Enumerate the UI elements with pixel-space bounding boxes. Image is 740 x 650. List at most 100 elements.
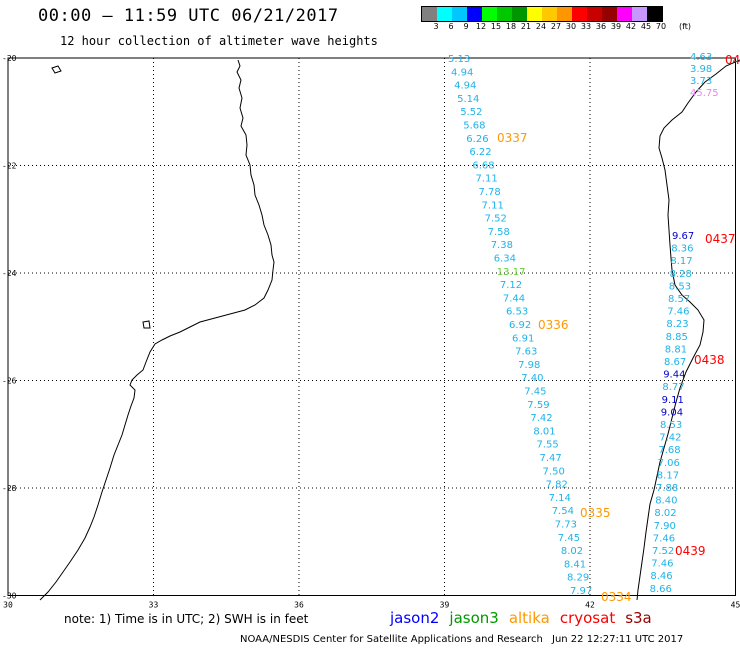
bazaruto-island xyxy=(51,65,62,74)
wave-height-value: 7.97 xyxy=(570,586,592,597)
map-title: 00:00 – 11:59 UTC 06/21/2017 xyxy=(38,6,339,26)
wave-height-value: 7.46 xyxy=(651,559,673,570)
coastline xyxy=(39,59,740,601)
legend-label: 30 xyxy=(565,22,577,31)
legend-label: 36 xyxy=(595,22,607,31)
wave-height-value: 5.52 xyxy=(460,107,482,118)
wave-height-value: 8.67 xyxy=(664,357,686,368)
legend-swatch xyxy=(647,7,662,21)
legend-label: 24 xyxy=(535,22,547,31)
wave-height-value: 7.59 xyxy=(527,400,549,411)
wave-height-value: 3.98 xyxy=(690,64,712,75)
wave-height-value: 7.55 xyxy=(536,440,558,451)
wave-height-value: 8.40 xyxy=(655,496,677,507)
wave-height-value: 9.04 xyxy=(661,407,683,418)
wave-height-value: 7.52 xyxy=(485,214,507,225)
track-time-label: 0335 xyxy=(580,506,611,520)
track-time-label: 0336 xyxy=(538,318,569,332)
wave-height-value: 7.78 xyxy=(479,187,501,198)
legend-swatch xyxy=(542,7,557,21)
track-times: 0337 0336 0335 0334 04 0437 0438 0439 xyxy=(497,53,740,604)
legend-label: 39 xyxy=(610,22,622,31)
wave-height-value: 6.92 xyxy=(509,320,531,331)
wave-height-value: 7.45 xyxy=(558,533,580,544)
wave-height-value: 4.94 xyxy=(451,67,473,78)
legend-swatch xyxy=(512,7,527,21)
wave-height-value: 7.46 xyxy=(667,307,689,318)
wave-height-value: 8.23 xyxy=(666,319,688,330)
legend-label: 27 xyxy=(550,22,562,31)
wave-height-value: 9.44 xyxy=(663,370,685,381)
satellite-legend: jason2 jason3 altika cryosat s3a xyxy=(390,609,662,627)
track-time-label: 0439 xyxy=(675,544,706,558)
wave-height-value: 6.34 xyxy=(494,254,516,265)
track-time-label: 0334 xyxy=(601,590,632,604)
latitude-label: -30 xyxy=(2,592,17,601)
satellite-name: altika xyxy=(508,609,550,627)
map-frame xyxy=(7,57,736,596)
wave-height-value: 5.13 xyxy=(448,54,470,65)
legend-label: 9 xyxy=(463,22,469,31)
wave-height-value: 6.91 xyxy=(512,333,534,344)
legend-label: 33 xyxy=(580,22,592,31)
wave-height-value: 7.11 xyxy=(482,200,504,211)
color-legend xyxy=(421,6,663,22)
legend-swatch xyxy=(482,7,497,21)
footnote: note: 1) Time is in UTC; 2) SWH is in fe… xyxy=(64,612,309,626)
wave-height-value: 6.53 xyxy=(506,307,528,318)
wave-height-value: 8.46 xyxy=(650,571,672,582)
wave-height-value: 7.63 xyxy=(515,347,537,358)
wave-height-value: 6.26 xyxy=(466,134,488,145)
latitude-label: -26 xyxy=(2,377,17,386)
legend-swatch xyxy=(497,7,512,21)
legend-label: 15 xyxy=(490,22,502,31)
wave-height-value: 8.02 xyxy=(561,546,583,557)
wave-height-value: 9.11 xyxy=(662,395,684,406)
latitude-label: -22 xyxy=(2,162,17,171)
wave-height-value: 7.82 xyxy=(546,480,568,491)
wave-height-value: 45.75 xyxy=(690,88,719,99)
wave-height-value: 7.50 xyxy=(543,466,565,477)
satellite-name: cryosat xyxy=(559,609,616,627)
wave-height-value: 7.54 xyxy=(552,506,574,517)
wave-height-value: 6.22 xyxy=(469,147,491,158)
legend-swatch xyxy=(422,7,437,21)
wave-height-value: 7.90 xyxy=(654,521,676,532)
legend-swatch xyxy=(557,7,572,21)
legend-label: 45 xyxy=(640,22,652,31)
wave-height-value: 7.47 xyxy=(540,453,562,464)
wave-height-tracks: 5.13 4.94 4.94 5.14 5.52 5.68 6.26 6.22 6.68 7.11… xyxy=(448,52,719,597)
latitude-label: -24 xyxy=(2,269,17,278)
wave-height-value: 8.02 xyxy=(654,508,676,519)
wave-height-value: 6.68 xyxy=(472,160,494,171)
madagascar-coastline xyxy=(636,59,740,601)
legend-swatch xyxy=(632,7,647,21)
wave-height-value: 5.68 xyxy=(463,121,485,132)
legend-unit: (ft) xyxy=(678,22,692,31)
credit-line: NOAA/NESDIS Center for Satellite Applica… xyxy=(240,634,543,645)
wave-height-value: 7.45 xyxy=(524,387,546,398)
wave-height-value: 8.66 xyxy=(650,584,672,595)
latitude-label: -20 xyxy=(2,54,17,63)
wave-height-value: 7.40 xyxy=(521,373,543,384)
longitude-label: 42 xyxy=(585,601,595,610)
legend-swatch xyxy=(452,7,467,21)
latitude-label: -28 xyxy=(2,484,17,493)
wave-height-value: 8.53 xyxy=(669,281,691,292)
wave-height-value: 5.14 xyxy=(457,94,479,105)
legend-swatch xyxy=(617,7,632,21)
wave-height-value: 7.52 xyxy=(652,546,674,557)
generated-timestamp: Jun 22 12:27:11 UTC 2017 xyxy=(552,634,684,645)
legend-swatch xyxy=(602,7,617,21)
longitude-label: 36 xyxy=(294,601,304,610)
wave-height-value: 8.41 xyxy=(564,559,586,570)
legend-swatch xyxy=(572,7,587,21)
legend-label: 3 xyxy=(433,22,439,31)
wave-height-value: 8.36 xyxy=(671,244,693,255)
wave-height-value: 8.53 xyxy=(660,420,682,431)
graticule: 30 33 36 39 42 45 -20 -22 -24 -26 -28 -30 xyxy=(2,54,740,610)
longitude-label: 30 xyxy=(3,601,13,610)
wave-height-value: 9.67 xyxy=(672,231,694,242)
